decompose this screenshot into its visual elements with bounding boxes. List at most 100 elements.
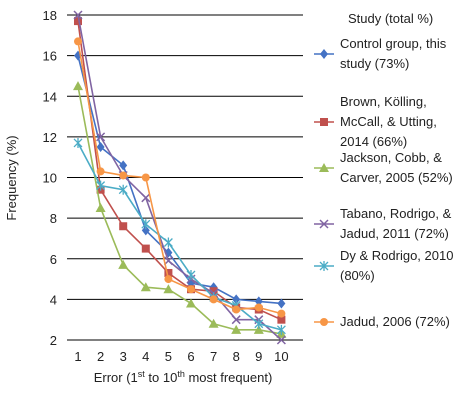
data-point — [187, 285, 195, 294]
series-6 — [74, 37, 286, 318]
legend-title: Study (total %) — [348, 11, 433, 26]
y-tick-label: 8 — [50, 211, 57, 226]
data-point — [209, 287, 218, 296]
series-line — [77, 85, 282, 335]
legend-label: Brown, Kölling, — [340, 94, 427, 109]
legend-swatch-marker — [319, 163, 329, 172]
legend-swatch-marker — [320, 118, 328, 126]
series-2 — [74, 17, 286, 324]
data-point — [231, 324, 242, 334]
legend-label: (80%) — [340, 268, 375, 283]
y-tick-label: 14 — [43, 89, 57, 104]
data-point — [74, 37, 82, 46]
gridlines — [67, 14, 303, 341]
data-point — [232, 294, 241, 305]
legend-entry-6: Jadud, 2006 (72%) — [314, 314, 450, 329]
data-point — [96, 132, 106, 142]
y-tick-label: 2 — [50, 333, 57, 348]
data-point — [276, 335, 286, 345]
legend-label: Tabano, Rodrigo, & — [340, 206, 452, 221]
legend: Control group, this study (73%) Brown, Köl… — [314, 36, 453, 329]
legend-label: Carver, 2005 (52%) — [340, 170, 453, 185]
x-axis-title: Error (1st to 10th most frequent) — [94, 369, 273, 385]
data-point — [186, 270, 196, 280]
y-tick-labels: 2 4 6 8 10 12 14 16 18 — [43, 8, 57, 348]
x-tick-label: 9 — [255, 349, 262, 364]
y-tick-label: 6 — [50, 252, 57, 267]
legend-entry-4: Tabano, Rodrigo, & Jadud, 2011 (72%) — [314, 206, 452, 241]
series-3 — [73, 81, 287, 338]
series-line — [77, 14, 282, 341]
data-point — [209, 295, 218, 304]
x-tick-label: 1 — [74, 349, 81, 364]
data-point — [141, 173, 150, 182]
data-point — [119, 160, 128, 171]
legend-label: study (73%) — [340, 56, 409, 71]
data-point — [276, 324, 286, 335]
legend-swatch-marker — [319, 261, 329, 271]
legend-entry-1: Control group, this study (73%) — [314, 36, 447, 71]
data-point — [164, 268, 173, 277]
x-tick-label: 6 — [187, 349, 194, 364]
data-point — [118, 259, 129, 269]
data-point — [254, 296, 263, 307]
y-tick-label: 16 — [43, 49, 57, 64]
legend-entry-2: Brown, Kölling, McCall, & Utting, 2014 (66… — [314, 94, 437, 149]
data-point — [254, 318, 264, 329]
data-point — [254, 303, 263, 312]
legend-label: Jadud, 2011 (72%) — [340, 226, 449, 241]
legend-swatch-marker — [319, 219, 329, 229]
data-point — [231, 315, 241, 325]
y-tick-label: 4 — [50, 292, 57, 307]
y-axis-title: Frequency (%) — [4, 135, 19, 220]
data-point — [140, 282, 151, 292]
legend-label: Control group, this — [340, 36, 447, 51]
data-point — [74, 17, 82, 26]
data-point — [232, 305, 241, 314]
data-point — [119, 171, 128, 180]
x-tick-label: 7 — [210, 349, 217, 364]
data-point — [73, 10, 83, 20]
data-point — [163, 237, 173, 248]
series-group — [73, 10, 287, 345]
data-point — [163, 284, 174, 294]
y-tick-label: 18 — [43, 8, 57, 23]
data-point — [141, 225, 150, 236]
data-point — [73, 81, 83, 91]
legend-label: McCall, & Utting, — [340, 114, 437, 129]
x-tick-label: 5 — [165, 349, 172, 364]
series-line — [77, 20, 282, 321]
data-point — [95, 202, 106, 212]
x-tick-label: 4 — [142, 349, 149, 364]
y-tick-label: 10 — [43, 171, 57, 186]
data-point — [73, 137, 83, 148]
legend-label: Dy & Rodrigo, 2010 — [340, 248, 453, 263]
data-point — [119, 222, 128, 231]
data-point — [96, 167, 105, 176]
series-5 — [73, 137, 286, 335]
data-point — [96, 142, 105, 153]
x-tick-label: 2 — [97, 349, 104, 364]
data-point — [277, 315, 286, 324]
legend-label: Jadud, 2006 (72%) — [340, 314, 450, 329]
legend-entry-3: Jackson, Cobb, & Carver, 2005 (52%) — [314, 150, 453, 185]
x-tick-labels: 1 2 3 4 5 6 7 8 9 10 — [74, 349, 288, 364]
data-point — [277, 298, 286, 309]
data-point — [208, 318, 219, 328]
legend-swatch-marker — [320, 49, 328, 59]
data-point — [96, 180, 106, 191]
data-point — [186, 298, 196, 308]
data-point — [277, 309, 286, 318]
data-point — [141, 193, 151, 203]
data-point — [253, 324, 264, 334]
x-tick-label: 10 — [274, 349, 288, 364]
x-tick-label: 8 — [233, 349, 240, 364]
y-tick-label: 12 — [43, 130, 57, 145]
x-tick-label: 3 — [120, 349, 127, 364]
legend-swatch-marker — [320, 318, 328, 326]
series-line — [77, 142, 282, 331]
data-point — [118, 184, 128, 195]
data-point — [141, 219, 151, 230]
legend-label: Jackson, Cobb, & — [340, 150, 442, 165]
